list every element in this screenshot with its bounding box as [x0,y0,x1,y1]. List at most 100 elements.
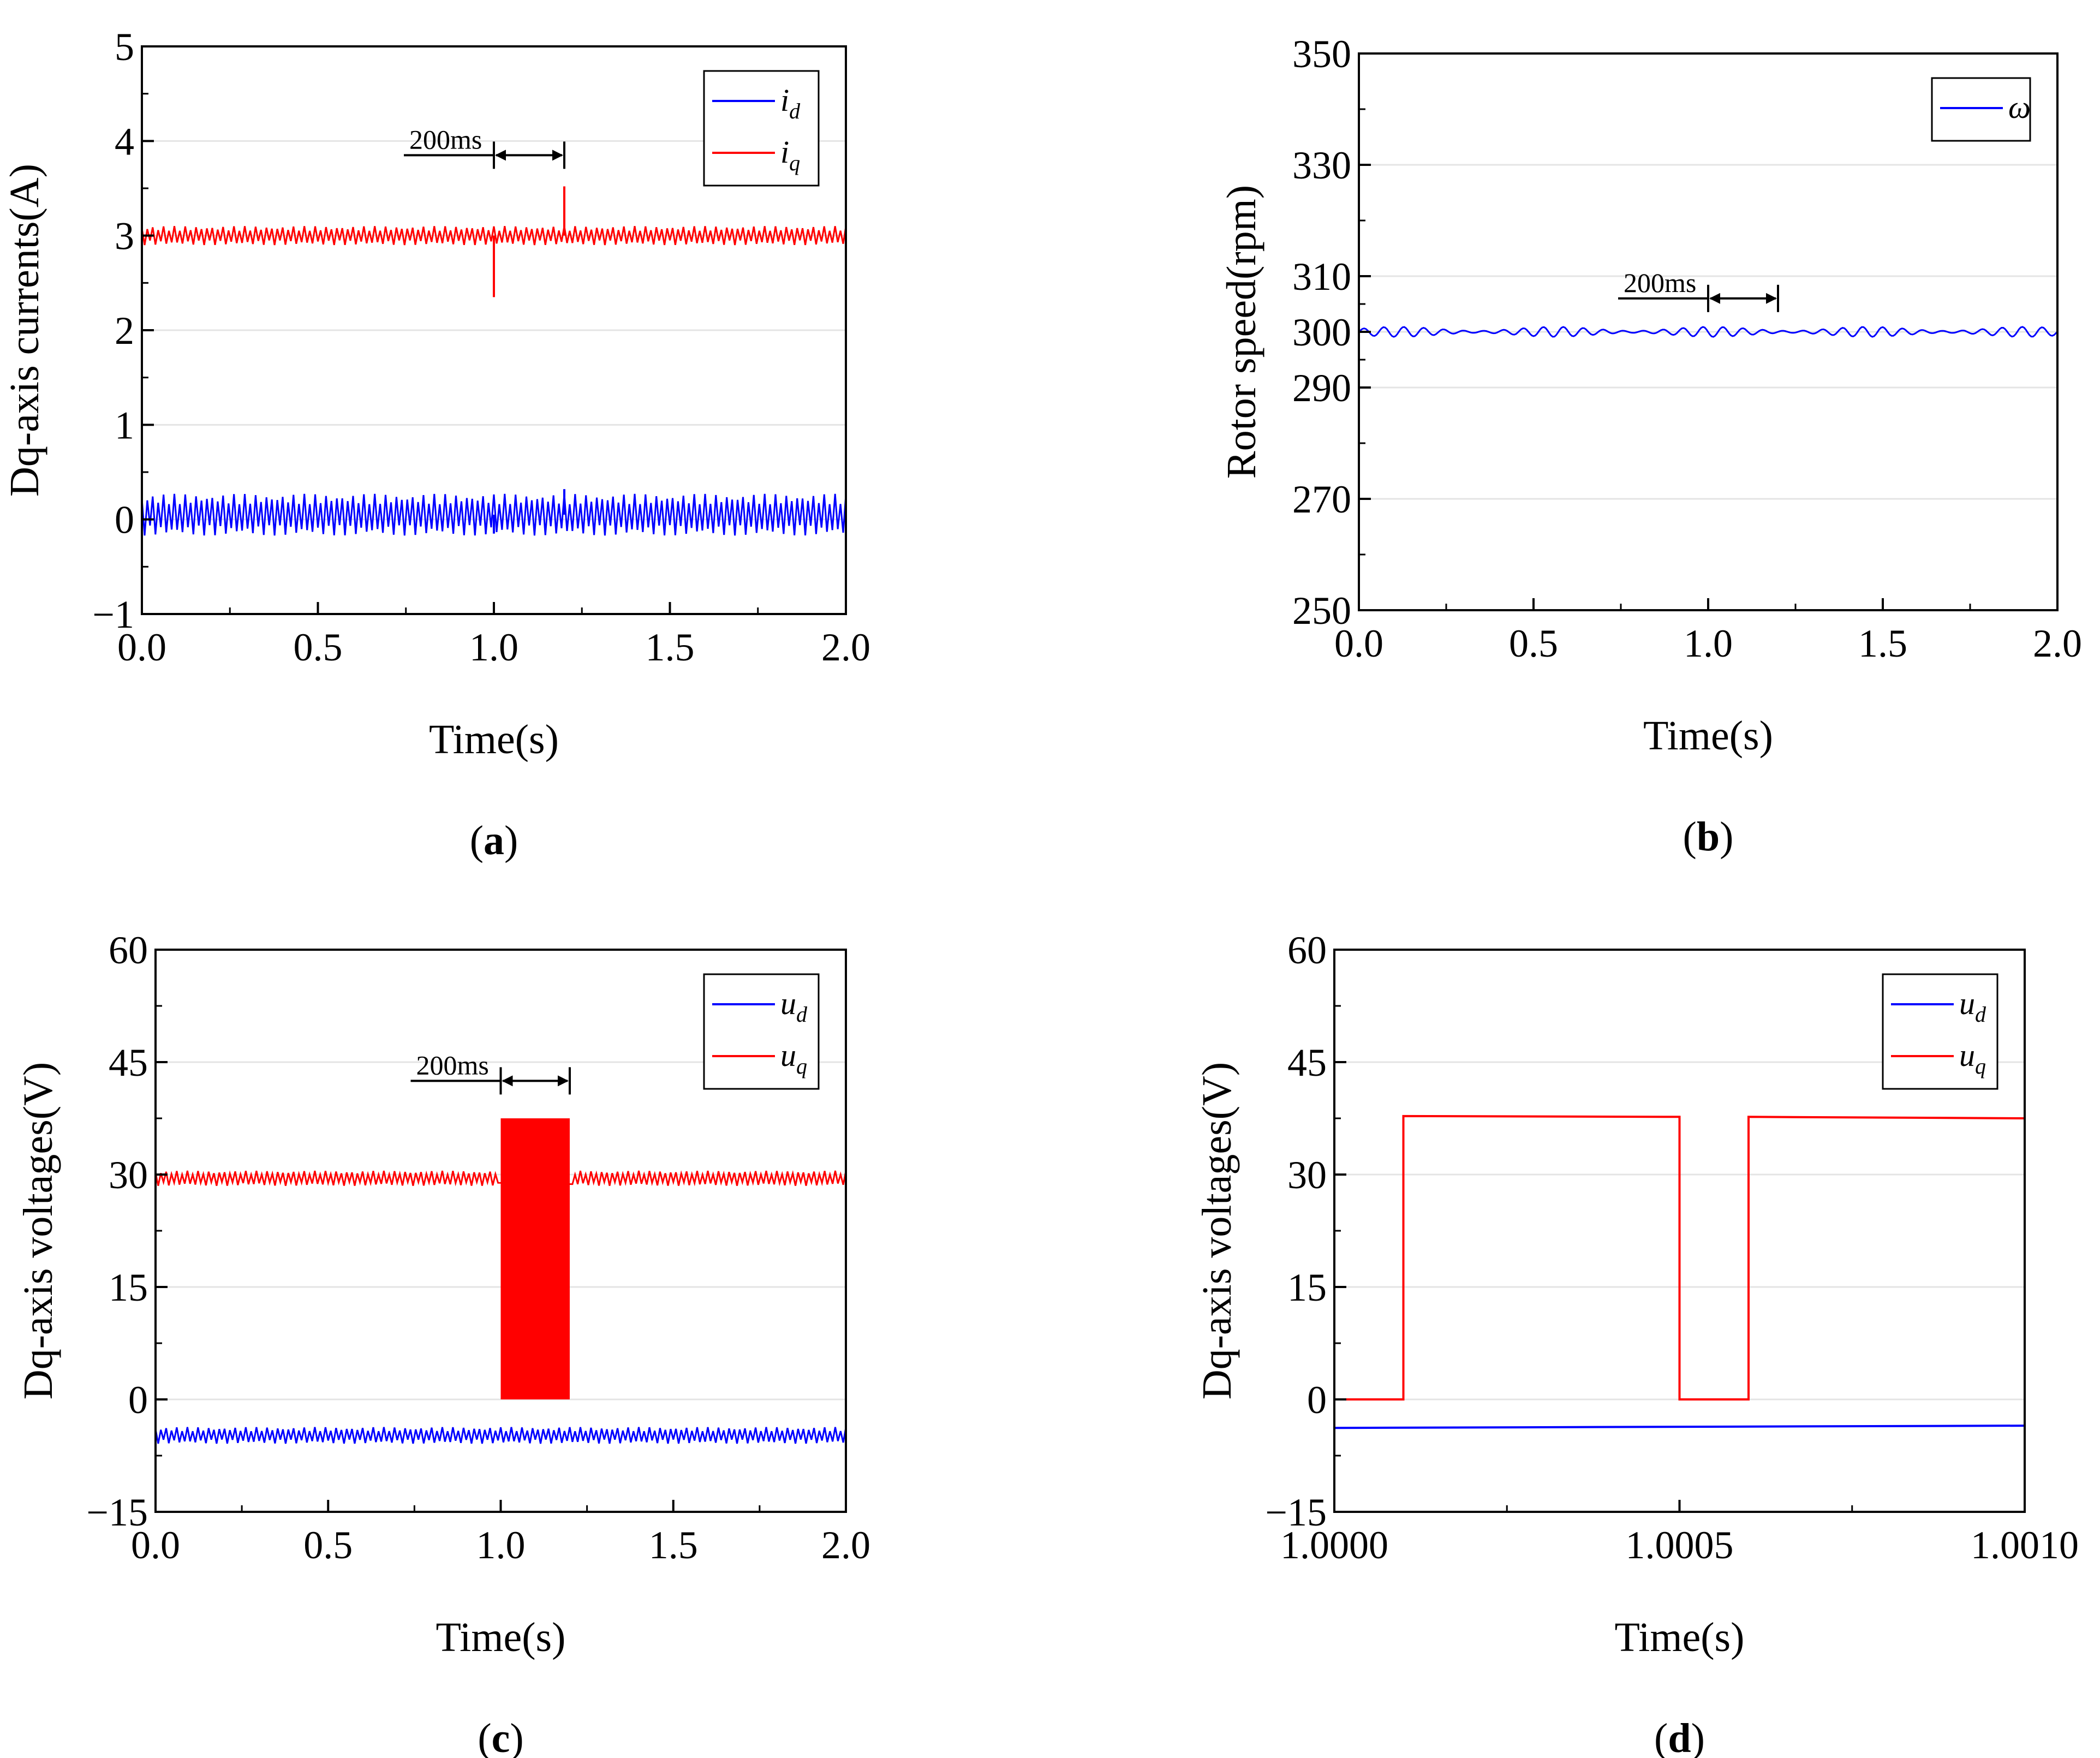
legend-label-omega: ω [2008,90,2031,125]
y-tick-label: 15 [1287,1266,1327,1309]
panel-label-a: (a) [470,818,518,863]
legend-box-d [1882,973,1998,1090]
panel-label-d: (d) [1654,1715,1705,1758]
y-axis-title-d: Dq-axis voltages(V) [1194,1062,1240,1399]
data-c [154,1118,847,1444]
y-tick-label: 60 [109,928,148,972]
x-axis-title-c: Time(s) [436,1614,566,1660]
y-tick-label: 250 [1292,589,1351,633]
ticks-c: −15 0 15 30 45 60 0.0 0.5 1.0 1.5 2.0 [86,928,870,1567]
y-tick-label: 310 [1292,255,1351,299]
x-tick-label: 1.5 [646,625,695,669]
legend-box-a [703,70,820,187]
legend-a: id iq [703,70,820,187]
x-axis-title-b: Time(s) [1643,713,1773,759]
data-a [141,186,847,536]
x-tick-label: 1.0000 [1280,1523,1388,1567]
ticks-d: −15 0 15 30 45 60 1.0000 1.0005 1.0010 [1265,928,2079,1567]
legend-label-i-q: iq [780,134,800,175]
x-tick-label: 0.0 [131,1523,180,1567]
x-tick-label: 0.0 [1334,622,1383,665]
x-tick-label: 1.0010 [1971,1523,2079,1567]
chart-panel-a: −1 0 1 2 3 4 5 0.0 0.5 1.0 1.5 2.0 200ms id iq Time… [2,25,870,863]
x-tick-label: 2.0 [821,625,870,669]
ticks-b: 250 270 290 300 310 330 350 0.0 0.5 1.0 1.5 2.0 [1292,32,2082,665]
x-tick-label: 0.5 [1509,622,1558,665]
x-axis-title-d: Time(s) [1615,1614,1745,1660]
y-axis-title-c: Dq-axis voltages(V) [15,1062,61,1399]
annotation-label-a: 200ms [409,124,482,154]
data-d [1334,1115,2025,1429]
grid-b [1359,164,2057,500]
y-tick-label: 30 [109,1153,148,1197]
annotation-b: 200ms [1618,267,1779,312]
x-tick-label: 1.0005 [1626,1523,1734,1567]
y-axis-title-b: Rotor speed(rpm) [1219,185,1264,479]
y-tick-label: 5 [115,25,134,69]
series-d-u-q [1334,1115,2025,1401]
x-tick-label: 1.0 [469,625,518,669]
legend-label-u-q-c: uq [780,1038,807,1078]
chart-panel-d: −15 0 15 30 45 60 1.0000 1.0005 1.0010 ud uq Tim… [1194,928,2079,1758]
x-tick-label: 0.5 [294,625,343,669]
y-tick-label: 330 [1292,144,1351,187]
y-tick-label: 0 [1307,1378,1327,1422]
x-tick-label: 0.5 [303,1523,353,1567]
y-tick-label: 30 [1287,1153,1327,1197]
series-b-ω [1358,326,2059,338]
legend-label-u-q-d: uq [1959,1038,1986,1078]
legend-label-i-d: id [780,82,801,123]
annotation-label-c: 200ms [416,1050,489,1080]
y-tick-label: 0 [115,498,134,542]
y-tick-label: 2 [115,309,134,353]
data-b [1358,326,2059,338]
x-tick-label: 1.0 [1684,622,1733,665]
x-tick-label: 1.5 [649,1523,698,1567]
y-tick-label: 290 [1292,366,1351,410]
legend-c: ud uq [703,973,820,1090]
legend-d: ud uq [1882,973,1998,1090]
y-tick-label: 60 [1287,928,1327,972]
x-axis-title-a: Time(s) [429,717,559,762]
chart-panel-b: 250 270 290 300 310 330 350 0.0 0.5 1.0 1.5 2.0 200… [1219,32,2082,860]
panel-label-b: (b) [1683,814,1734,860]
legend-b: ω [1931,77,2031,142]
y-tick-label: 45 [1287,1041,1327,1084]
series-a-i-d [141,493,847,536]
series-d-u-d [1334,1425,2025,1429]
series-c-u-q-switching-block [500,1118,570,1399]
x-tick-label: 1.5 [1858,622,1907,665]
y-tick-label: −15 [1265,1491,1327,1534]
y-tick-label: 15 [109,1266,148,1309]
legend-label-u-d-c: ud [780,986,808,1027]
series-c-u-d [154,1427,847,1444]
y-tick-label: 270 [1292,478,1351,521]
series-a-i-q [141,226,847,246]
annotation-c: 200ms [410,1050,571,1095]
annotation-label-b: 200ms [1624,267,1696,298]
y-tick-label: 4 [115,120,134,163]
legend-label-u-d-d: ud [1959,986,1986,1027]
y-tick-label: 3 [115,214,134,258]
series-c-u-q [154,1170,847,1187]
x-tick-label: 0.0 [117,625,166,669]
x-tick-label: 1.0 [476,1523,526,1567]
annotation-a: 200ms [404,124,565,169]
y-tick-label: 350 [1292,32,1351,76]
y-tick-label: 300 [1292,311,1351,354]
x-tick-label: 2.0 [2033,622,2082,665]
ticks-a: −1 0 1 2 3 4 5 0.0 0.5 1.0 1.5 2.0 [92,25,870,669]
panel-label-c: (c) [478,1715,523,1758]
legend-box-b [1931,77,2031,142]
grid-a [142,140,846,521]
y-tick-label: 0 [128,1378,148,1422]
legend-box-c [703,973,820,1090]
x-tick-label: 2.0 [821,1523,870,1567]
y-axis-title-a: Dq-axis currents(A) [2,164,47,497]
y-tick-label: 45 [109,1041,148,1084]
y-tick-label: 1 [115,403,134,447]
y-tick-label: −1 [92,593,134,636]
y-tick-label: −15 [86,1491,148,1534]
